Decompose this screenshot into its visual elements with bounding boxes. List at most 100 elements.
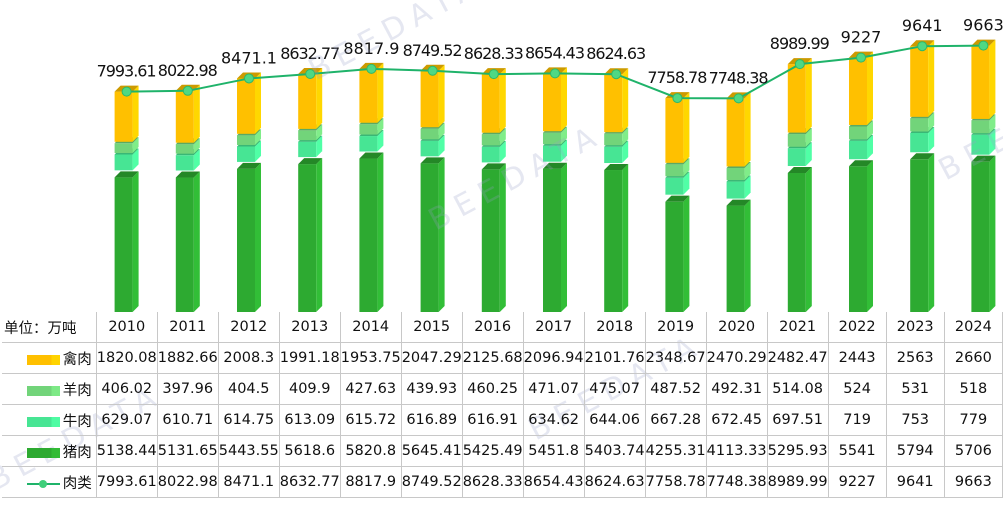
bar-side-猪肉-2023 [928, 153, 935, 312]
series-name: 禽肉 [62, 351, 92, 368]
bar-side-牛肉-2021 [805, 142, 812, 166]
table-cell: 667.28 [644, 404, 707, 436]
bar-牛肉-2020 [726, 181, 745, 199]
bar-牛肉-2014 [359, 136, 378, 152]
table-cell: 8749.52 [400, 466, 463, 498]
bar-side-羊肉-2021 [805, 128, 812, 147]
bar-side-羊肉-2020 [744, 161, 751, 181]
bar-top-猪肉-2011 [175, 171, 200, 178]
bar-禽肉-2021 [787, 64, 806, 133]
bar-side-禽肉-2013 [316, 67, 323, 129]
line-point-2011 [182, 85, 193, 96]
table-cell: 492.31 [705, 373, 768, 405]
table-cell: 7758.78 [644, 466, 707, 498]
table-cell: 5425.49 [461, 435, 524, 467]
bar-top-猪肉-2021 [787, 166, 812, 173]
bar-top-猪肉-2022 [849, 160, 873, 167]
data-label-2020: 7748.38 [709, 68, 769, 87]
legend-label: 羊肉 [2, 373, 97, 405]
bar-top-猪肉-2017 [543, 162, 567, 169]
bar-top-猪肉-2014 [359, 152, 384, 159]
table-cell: 5645.41 [400, 435, 463, 467]
line-point-2014 [366, 63, 377, 74]
line-point-2018 [611, 69, 622, 80]
bar-side-羊肉-2011 [193, 138, 200, 154]
table-cell: 5820.8 [339, 435, 402, 467]
bar-side-猪肉-2013 [316, 158, 323, 312]
table-cell: 5403.74 [583, 435, 646, 467]
bar-羊肉-2023 [910, 118, 929, 132]
bar-side-牛肉-2020 [744, 175, 751, 199]
bar-羊肉-2014 [359, 124, 378, 135]
series-name: 猪肉 [62, 444, 92, 461]
bar-side-猪肉-2015 [438, 157, 445, 312]
bar-side-禽肉-2015 [438, 64, 445, 128]
legend-swatch [26, 354, 60, 365]
bar-禽肉-2023 [910, 46, 929, 117]
table-cell: 5451.8 [522, 435, 585, 467]
bar-羊肉-2012 [237, 135, 255, 145]
bar-side-羊肉-2022 [867, 120, 873, 140]
year-header: 2017 [522, 312, 585, 343]
table-cell: 404.5 [217, 373, 280, 405]
bar-禽肉-2016 [481, 74, 500, 133]
series-name: 羊肉 [62, 382, 92, 399]
bar-side-牛肉-2017 [561, 139, 567, 162]
bar-牛肉-2016 [481, 146, 500, 163]
bar-side-禽肉-2010 [132, 85, 139, 142]
legend-label: 猪肉 [2, 435, 97, 467]
bar-side-禽肉-2014 [377, 62, 384, 123]
table-cell: 8022.98 [156, 466, 219, 498]
table-row: 肉类 7993.61 8022.98 8471.1 8632.77 8817.9 8749.… [2, 466, 1003, 498]
bar-top-猪肉-2010 [114, 171, 139, 178]
table-cell: 2482.47 [766, 342, 829, 374]
bar-side-禽肉-2021 [805, 58, 812, 133]
bar-禽肉-2022 [849, 57, 867, 125]
table-cell: 409.9 [278, 373, 341, 405]
bar-top-猪肉-2012 [237, 162, 261, 169]
bar-side-禽肉-2019 [683, 92, 690, 163]
bar-猪肉-2022 [849, 166, 867, 312]
bar-side-猪肉-2022 [867, 160, 873, 312]
bar-羊肉-2024 [971, 120, 990, 134]
line-point-2023 [917, 41, 928, 52]
bar-禽肉-2017 [543, 73, 561, 132]
legend-label: 禽肉 [2, 342, 97, 374]
year-header: 2024 [943, 312, 1003, 343]
bar-top-猪肉-2016 [481, 163, 506, 170]
year-header: 2012 [217, 312, 280, 343]
table-cell: 2563 [885, 342, 945, 374]
data-label-2021: 8989.99 [770, 34, 830, 53]
table-cell: 719 [827, 404, 887, 436]
year-header: 2020 [705, 312, 768, 343]
series-name: 肉类 [62, 475, 92, 492]
year-header: 2015 [400, 312, 463, 343]
bar-side-禽肉-2024 [989, 39, 996, 119]
table-cell: 427.63 [339, 373, 402, 405]
data-label-2023: 9641 [902, 16, 943, 35]
bar-side-猪肉-2014 [377, 152, 384, 312]
data-label-2015: 8749.52 [403, 41, 463, 60]
series-name: 牛肉 [62, 413, 92, 430]
table-cell: 439.93 [400, 373, 463, 405]
table-cell: 487.52 [644, 373, 707, 405]
year-header: 2011 [156, 312, 219, 343]
bar-牛肉-2010 [114, 154, 133, 171]
bar-side-羊肉-2012 [255, 129, 261, 145]
table-cell: 4255.31 [644, 435, 707, 467]
table-cell: 531 [885, 373, 945, 405]
bar-side-猪肉-2024 [989, 155, 996, 312]
table-cell: 779 [943, 404, 1003, 436]
table-cell: 406.02 [95, 373, 158, 405]
table-cell: 9663 [943, 466, 1003, 498]
table-cell: 7993.61 [95, 466, 158, 498]
legend-swatch [26, 416, 60, 427]
bar-牛肉-2015 [420, 140, 439, 157]
bar-side-羊肉-2017 [561, 126, 567, 145]
bar-side-猪肉-2021 [805, 166, 812, 312]
bar-side-牛肉-2019 [683, 171, 690, 195]
bar-猪肉-2024 [971, 161, 990, 312]
bar-牛肉-2018 [604, 146, 623, 164]
table-cell: 2047.29 [400, 342, 463, 374]
bar-猪肉-2019 [665, 201, 684, 312]
